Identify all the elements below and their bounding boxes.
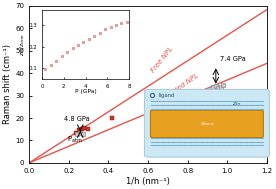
Text: P$_{\mathregular{atm}}$: P$_{\mathregular{atm}}$ — [67, 135, 83, 145]
Text: mass loaded NPL: mass loaded NPL — [147, 73, 200, 112]
Text: P$_{\mathregular{atm}}$: P$_{\mathregular{atm}}$ — [206, 90, 222, 100]
Text: Free NPL: Free NPL — [150, 46, 174, 74]
Text: 4.8 GPa: 4.8 GPa — [64, 116, 89, 122]
Y-axis label: Raman shift (cm⁻¹): Raman shift (cm⁻¹) — [4, 44, 12, 124]
X-axis label: 1/h (nm⁻¹): 1/h (nm⁻¹) — [126, 177, 170, 186]
Text: 7.4 GPa: 7.4 GPa — [220, 56, 246, 62]
